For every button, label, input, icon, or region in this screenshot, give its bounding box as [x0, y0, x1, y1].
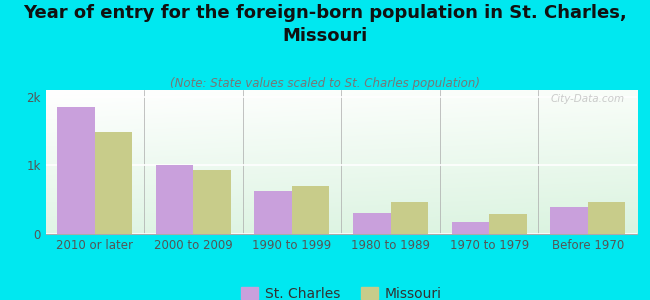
Text: Year of entry for the foreign-born population in St. Charles,
Missouri: Year of entry for the foreign-born popul…: [23, 4, 627, 45]
Text: (Note: State values scaled to St. Charles population): (Note: State values scaled to St. Charle…: [170, 76, 480, 89]
Bar: [95, 132, 132, 234]
Bar: [588, 202, 625, 234]
Bar: [353, 213, 391, 234]
Bar: [57, 107, 95, 234]
Bar: [255, 191, 292, 234]
Bar: [551, 207, 588, 234]
Legend: St. Charles, Missouri: St. Charles, Missouri: [235, 281, 447, 300]
Bar: [194, 170, 231, 234]
Text: City-Data.com: City-Data.com: [551, 94, 625, 104]
Bar: [489, 214, 526, 234]
Bar: [292, 186, 330, 234]
Bar: [452, 222, 489, 234]
Bar: [391, 202, 428, 234]
Bar: [156, 165, 194, 234]
